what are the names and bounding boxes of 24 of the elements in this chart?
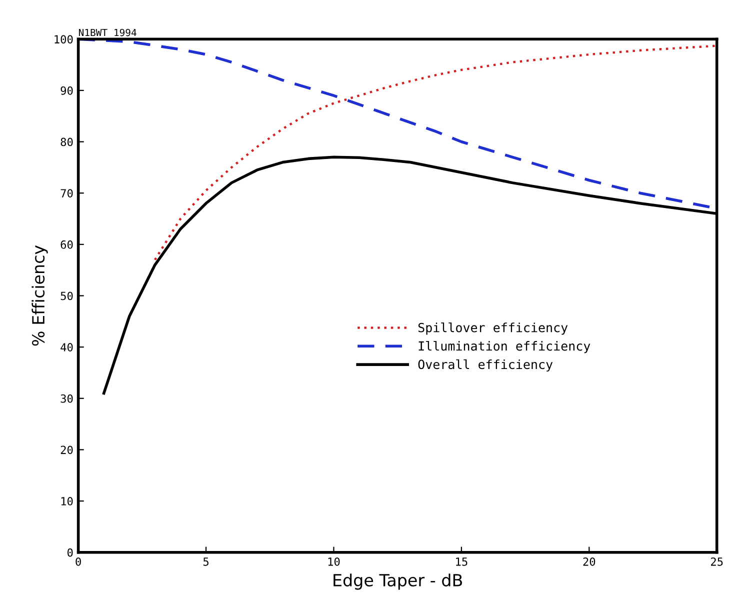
legend-label: Illumination efficiency (418, 340, 590, 354)
x-tick-label: 5 (203, 558, 208, 566)
x-tick-label: 0 (76, 557, 81, 566)
y-axis-title: % Efficiency (32, 245, 48, 346)
y-tick-label: 90 (60, 86, 73, 95)
text: N1BWT 1994 (78, 28, 136, 36)
legend-label: Spillover efficiency (418, 322, 568, 335)
x-tick-label: 20 (583, 557, 596, 566)
x-axis-title: Edge Taper - dB (334, 574, 462, 590)
y-tick-label: 20 (60, 446, 73, 454)
y-tick-label: 80 (60, 138, 73, 146)
line-series (154, 44, 717, 261)
y-tick-label: 40 (60, 343, 73, 352)
x-tick-label: 25 (710, 557, 723, 566)
x-tick-label: 15 (456, 558, 468, 566)
x-tick-label: 10 (328, 557, 340, 566)
y-tick-label: 10 (61, 497, 73, 506)
y-tick-label: 0 (67, 548, 73, 557)
y-tick-label: 30 (60, 394, 73, 403)
y-tick-label: 70 (60, 189, 73, 198)
legend-label: Overall efficiency (418, 359, 553, 372)
y-tick-label: 100 (54, 35, 73, 44)
y-tick-label: 60 (60, 240, 73, 249)
y-tick-label: 50 (60, 292, 73, 300)
